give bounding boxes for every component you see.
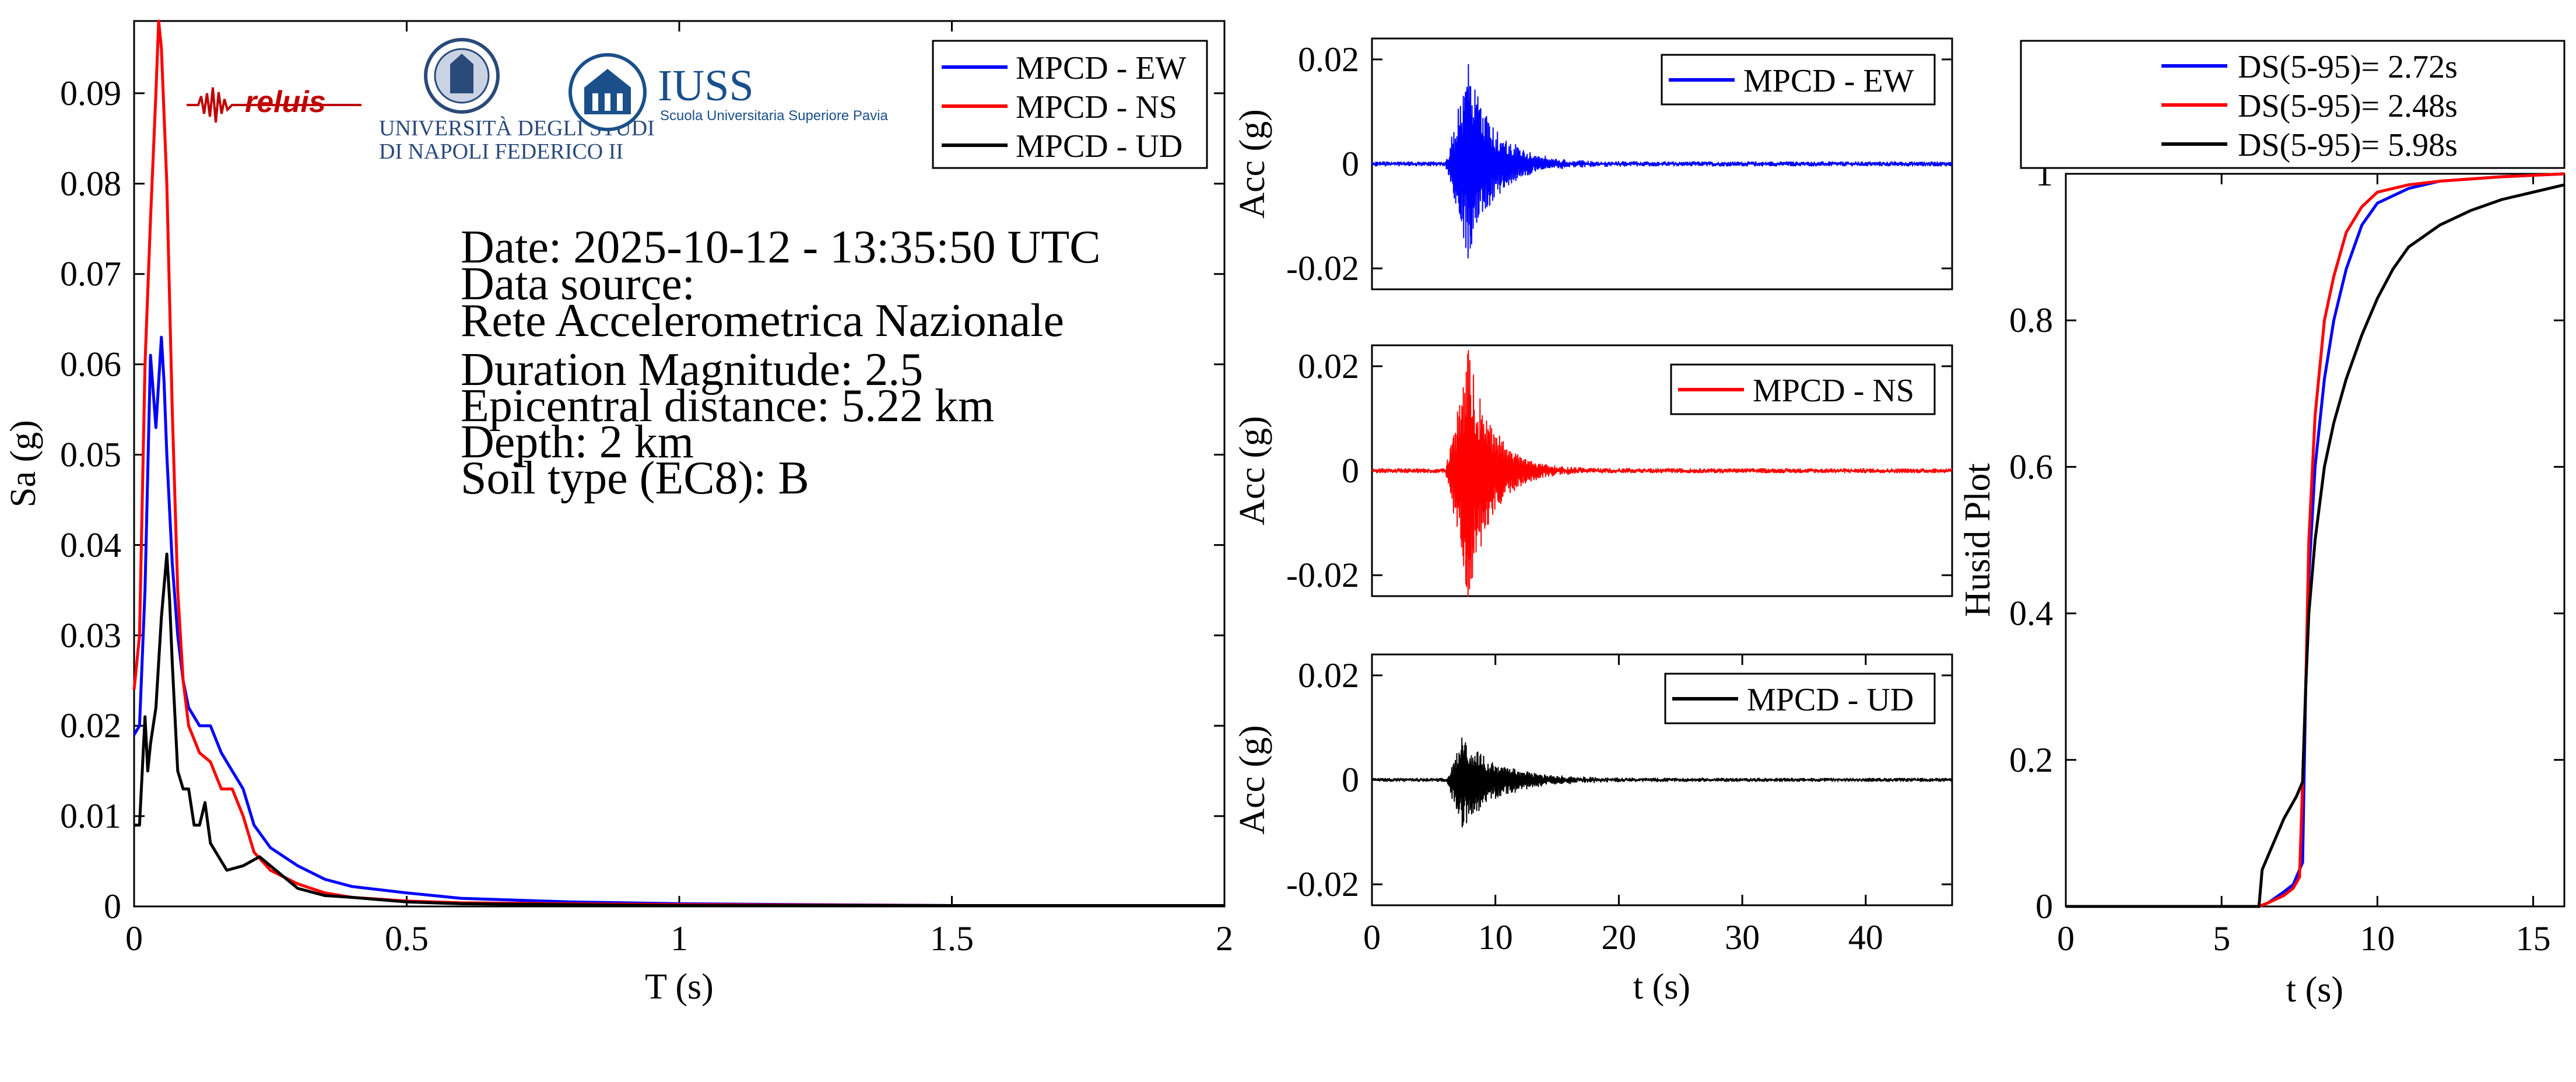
spectrum-ytick-label: 0.05	[60, 436, 121, 474]
acc-ud-ytick-label: 0	[1342, 761, 1359, 799]
spectrum-xlabel: T (s)	[645, 967, 714, 1007]
acc-ns-trace	[1371, 350, 1953, 597]
acc-ew-ytick-label: -0.02	[1286, 249, 1359, 288]
spectrum-ytick-label: 0.01	[60, 797, 121, 835]
acc-ud-legend: MPCD - UD	[1664, 673, 1936, 724]
husid-ytick-label: 0	[2035, 887, 2053, 926]
spectrum-ylabel: Sa (g)	[3, 420, 43, 507]
spectrum-tick-labels: 0 0.5 1 1.5 2 0 0.01 0.02 0.03 0.04 0.05 0.06 0.07 0.…	[60, 74, 1233, 958]
spectrum-ytick-label: 0.06	[60, 345, 121, 384]
acc-ud-xtick-label: 30	[1725, 918, 1760, 957]
iuss-logo-subtitle: Scuola Universitaria Superiore Pavia	[660, 108, 889, 124]
unina-logo: UNIVERSITÀ DEGLI STUDI DI NAPOLI FEDERIC…	[379, 38, 655, 164]
spectrum-ytick-label: 0.08	[60, 164, 121, 203]
acc-ud-xtick-label: 20	[1601, 918, 1636, 957]
husid-series-ns	[2066, 172, 2565, 908]
data-source-name: Rete Accelerometrica Nazionale	[461, 295, 1064, 346]
reluis-logo-text: reluis	[245, 85, 326, 119]
spectrum-xtick-label: 1	[671, 919, 688, 958]
acc-ns-ytick-label: 0	[1342, 451, 1359, 490]
event-magnitude: Duration Magnitude: 2.5	[461, 344, 923, 395]
spectrum-legend: MPCD - EW MPCD - NS MPCD - UD	[932, 40, 1208, 169]
spectrum-xtick-label: 1.5	[930, 919, 974, 958]
spectrum-legend-ud: MPCD - UD	[1016, 128, 1182, 164]
acc-ew-trace	[1371, 64, 1953, 259]
acc-ew-tick-labels: 0.02 0 -0.02	[1286, 40, 1359, 288]
reluis-logo: reluis	[187, 85, 362, 123]
acc-ew-ylabel: Acc (g)	[1233, 109, 1272, 219]
spectrum-legend-ew: MPCD - EW	[1016, 50, 1187, 86]
husid-xtick-label: 0	[2057, 919, 2075, 958]
spectrum-xtick-label: 2	[1216, 919, 1233, 958]
event-info: Date: 2025-10-12 - 13:35:50 UTC Data sou…	[461, 222, 1101, 504]
acc-ns-ylabel: Acc (g)	[1233, 416, 1272, 526]
acc-ns-legend: MPCD - NS	[1670, 363, 1936, 415]
acc-ud-legend-label: MPCD - UD	[1747, 682, 1914, 718]
spectrum-ytick-label: 0.03	[60, 616, 121, 654]
event-distance: Epicentral distance: 5.22 km	[461, 380, 994, 432]
acc-ns-legend-label: MPCD - NS	[1753, 373, 1914, 409]
iuss-logo-title: IUSS	[658, 61, 754, 110]
acc-ns-ytick-label: -0.02	[1286, 556, 1359, 594]
husid-legend-ns: DS(5-95)= 2.48s	[2238, 88, 2458, 124]
acc-ns-series-ns	[1371, 350, 1953, 597]
spectrum-series-ud	[134, 552, 1224, 907]
iuss-logo: IUSS Scuola Universitaria Superiore Pavi…	[568, 53, 889, 131]
soil-type: Soil type (EC8): B	[461, 453, 809, 504]
spectrum-series-ew	[132, 335, 1224, 907]
acc-ns-panel: 0.02 0 -0.02 MPCD - NS Acc (g)	[1233, 344, 1953, 597]
husid-legend-ew: DS(5-95)= 2.72s	[2238, 49, 2458, 85]
spectrum-ytick-label: 0.07	[60, 255, 121, 293]
acc-ew-legend-label: MPCD - EW	[1743, 63, 1914, 99]
acc-ud-xtick-label: 10	[1478, 918, 1513, 957]
acc-ew-panel: 0.02 0 -0.02 MPCD - EW Acc (g)	[1233, 37, 1953, 290]
husid-series-ud	[2066, 183, 2565, 908]
spectrum-panel: 0 0.5 1 1.5 2 0 0.01 0.02 0.03 0.04 0.05 0.06 0.07 0.…	[3, 19, 1233, 1007]
acc-ud-panel: 0 10 20 30 400.020-0.02 MPCD - UD Acc (g) t …	[1233, 653, 1953, 1007]
spectrum-ytick-label: 0.09	[60, 74, 121, 113]
acc-ud-xtick-label: 40	[1848, 918, 1883, 957]
husid-lines	[2066, 172, 2565, 908]
husid-xlabel: t (s)	[2286, 970, 2343, 1010]
husid-xtick-label: 15	[2516, 919, 2551, 958]
acc-xlabel: t (s)	[1633, 967, 1690, 1007]
spectrum-legend-ns: MPCD - NS	[1016, 89, 1177, 125]
acc-ud-ylabel: Acc (g)	[1233, 725, 1272, 835]
acc-ud-xtick-label: 0	[1363, 918, 1381, 957]
acc-ud-ytick-label: 0.02	[1298, 656, 1359, 695]
unina-logo-line2: DI NAPOLI FEDERICO II	[379, 139, 623, 164]
husid-xtick-label: 5	[2213, 919, 2230, 958]
acc-ew-ytick-label: 0.02	[1298, 40, 1359, 79]
husid-legend-ud: DS(5-95)= 5.98s	[2238, 127, 2458, 163]
spectrum-ytick-label: 0.02	[60, 706, 121, 745]
event-depth: Depth: 2 km	[461, 416, 694, 468]
husid-ytick-label: 0.4	[2009, 594, 2053, 633]
spectrum-xtick-label: 0.5	[385, 919, 429, 958]
husid-ytick-label: 0.6	[2009, 447, 2053, 486]
acc-ns-ytick-label: 0.02	[1298, 347, 1359, 386]
husid-ytick-label: 0.8	[2009, 301, 2053, 339]
husid-ytick-label: 0.2	[2009, 741, 2053, 779]
husid-legend: DS(5-95)= 2.72s DS(5-95)= 2.48s DS(5-95)…	[2020, 40, 2566, 169]
spectrum-ytick-label: 0.04	[60, 526, 121, 564]
acc-ew-series-ew	[1371, 64, 1953, 259]
spectrum-lines	[132, 19, 1224, 907]
event-date: Date: 2025-10-12 - 13:35:50 UTC	[461, 222, 1101, 273]
husid-xtick-label: 10	[2360, 919, 2395, 958]
husid-ylabel: Husid Plot	[1958, 463, 1998, 617]
acc-ew-legend: MPCD - EW	[1661, 54, 1936, 106]
acc-ew-ytick-label: 0	[1342, 145, 1359, 183]
acc-ud-ytick-label: -0.02	[1286, 865, 1359, 904]
spectrum-ytick-label: 0	[104, 887, 121, 926]
acc-ud-tick-labels: 0 10 20 30 400.020-0.02	[1286, 656, 1883, 957]
acc-ud-trace	[1371, 737, 1953, 828]
data-source-label: Data source:	[461, 258, 695, 310]
acc-ud-series-ud	[1371, 737, 1953, 828]
spectrum-xtick-label: 0	[125, 919, 143, 958]
acc-ns-tick-labels: 0.02 0 -0.02	[1286, 347, 1359, 594]
